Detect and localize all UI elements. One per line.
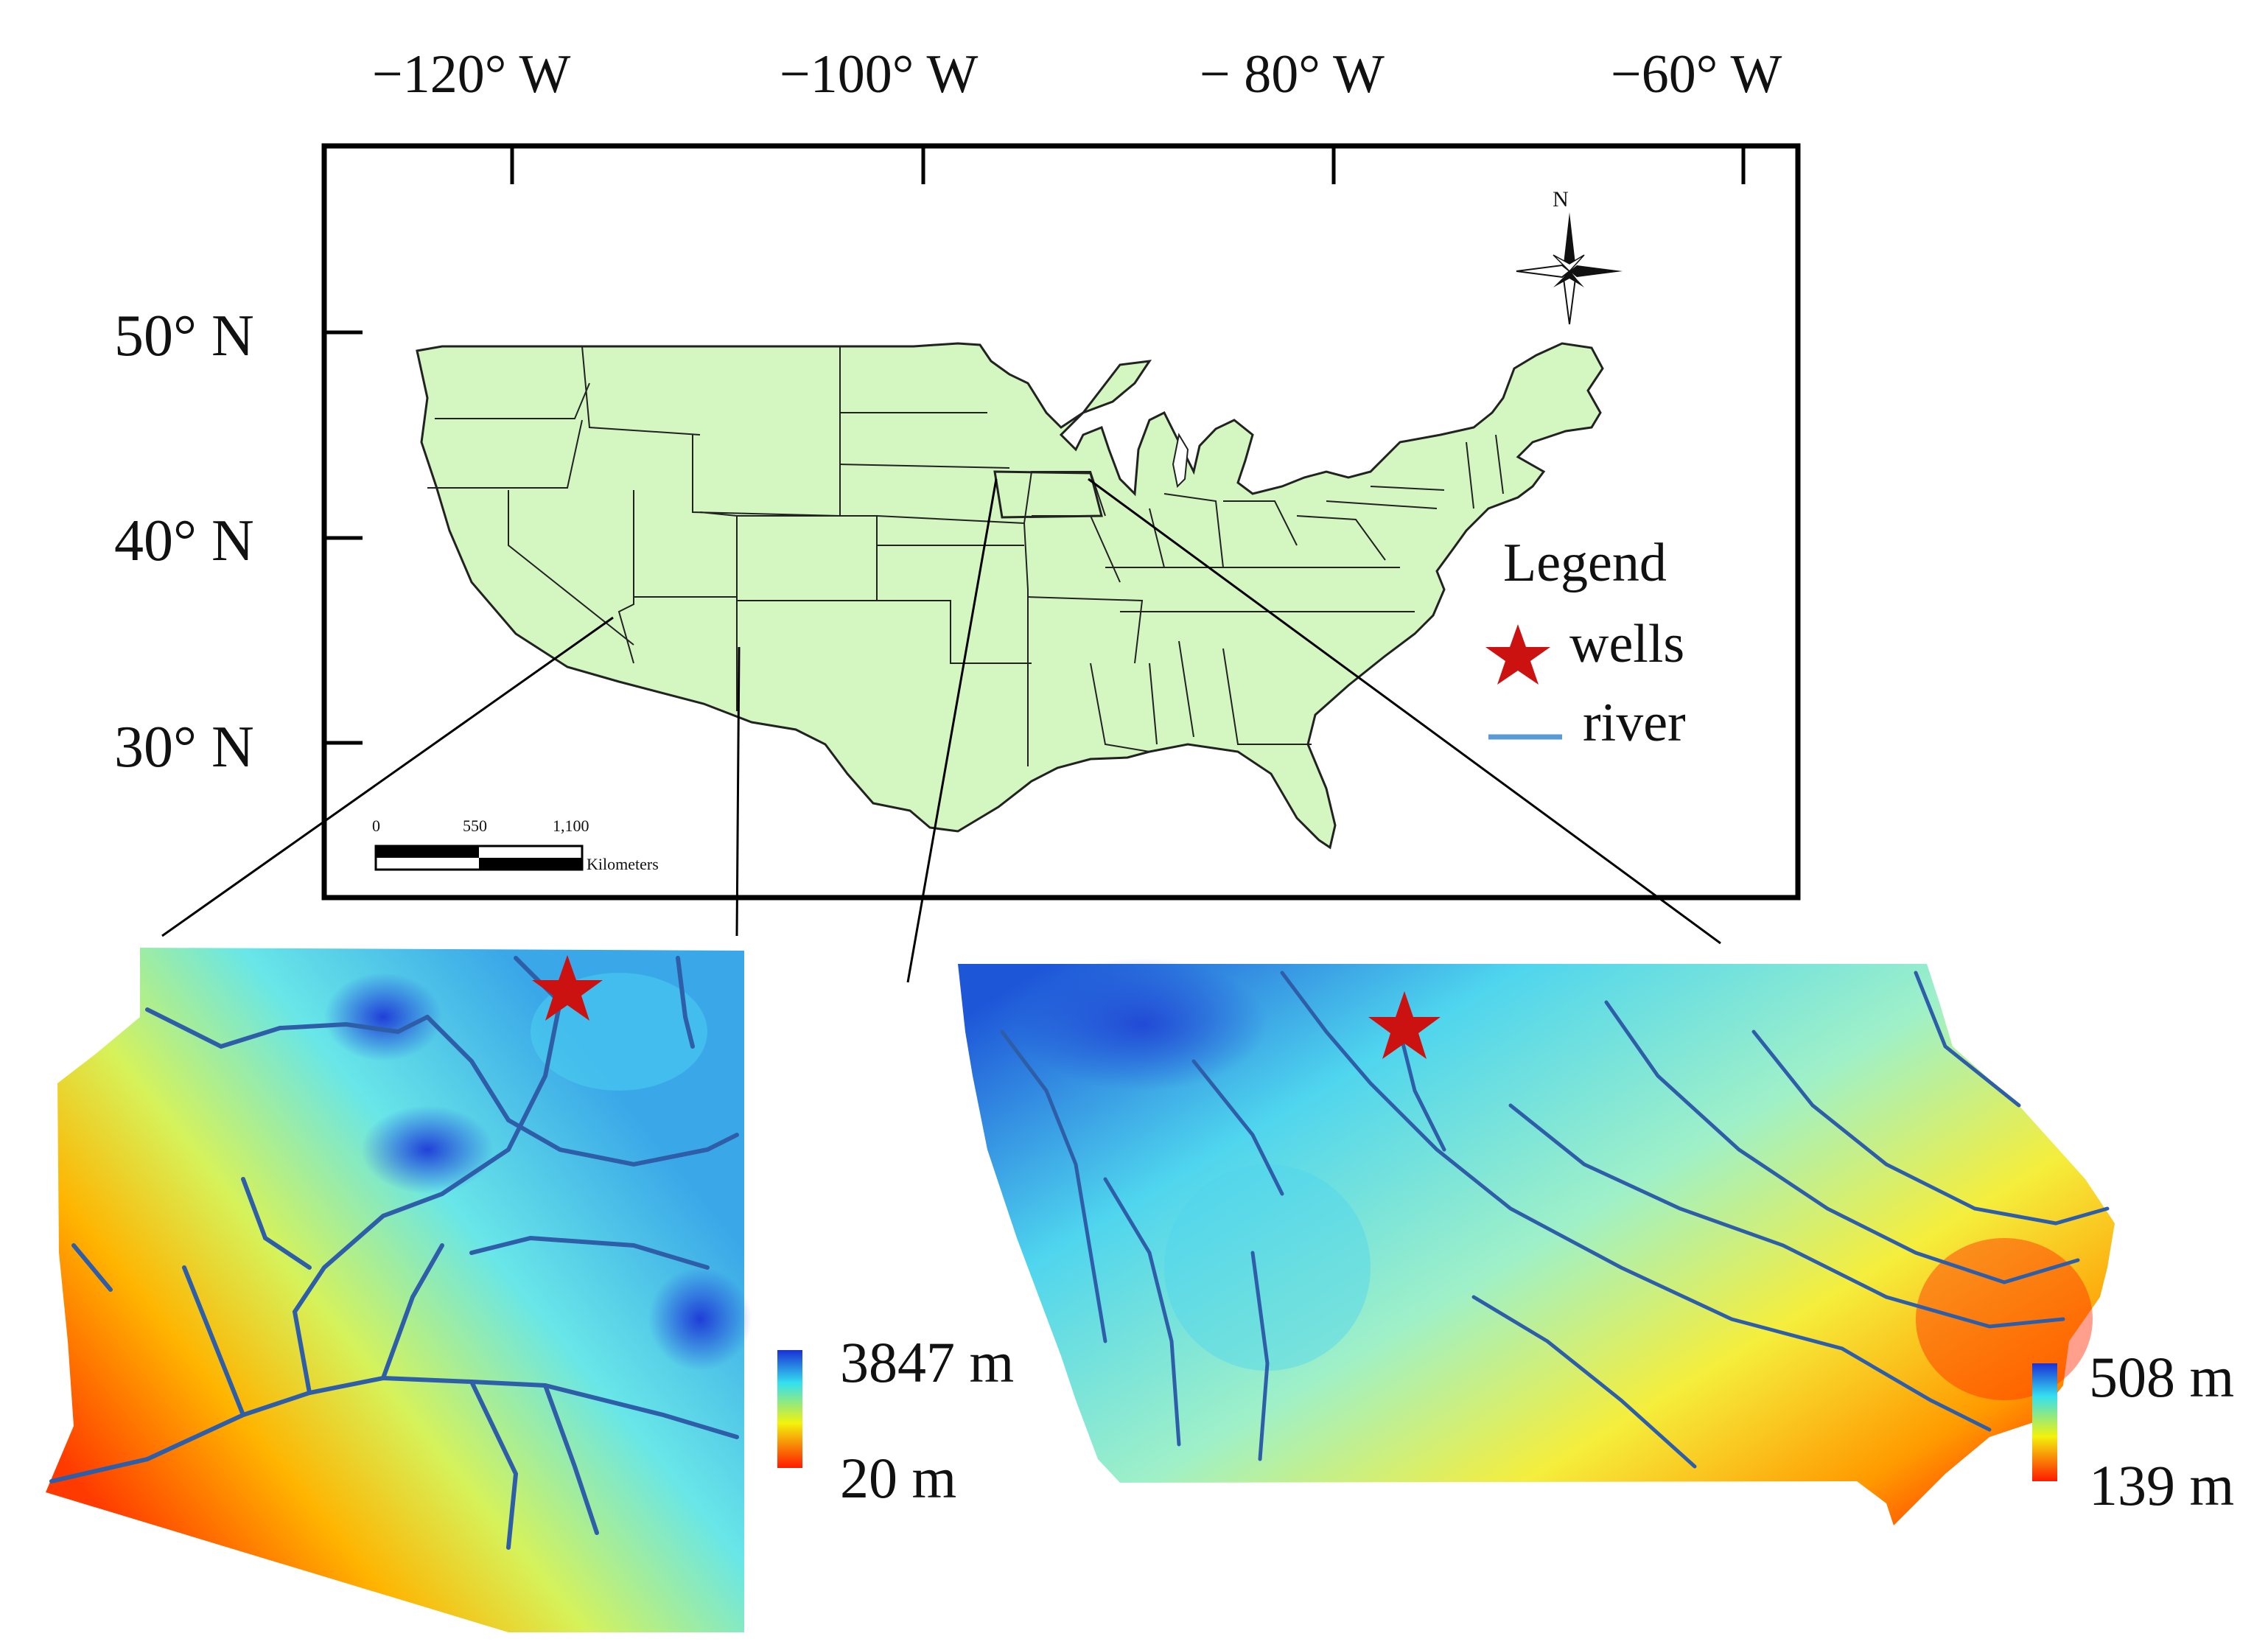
legend: Legend wells river bbox=[1485, 533, 1686, 753]
inset-connector-lines bbox=[161, 478, 1721, 983]
legend-title: Legend bbox=[1503, 533, 1667, 593]
lon-label-100w: −100° W bbox=[780, 44, 978, 105]
lon-label-120w: −120° W bbox=[372, 44, 570, 105]
scale-tick-1100: 1,100 bbox=[553, 817, 589, 835]
arizona-colorbar-max: 3847 m bbox=[840, 1330, 1014, 1394]
north-label: N bbox=[1553, 187, 1569, 212]
arizona-well-star-icon bbox=[532, 955, 603, 1021]
lat-label-40n: 40° N bbox=[114, 508, 254, 573]
iowa-colorbar: 508 m 139 m bbox=[2032, 1345, 2234, 1517]
iowa-elevation-raster bbox=[958, 964, 2115, 1525]
arizona-colorbar: 3847 m 20 m bbox=[777, 1330, 1014, 1510]
longitude-labels: −120° W −100° W − 80° W −60° W bbox=[372, 44, 1782, 105]
contiguous-us-map bbox=[416, 342, 1604, 850]
iowa-well-star-icon bbox=[1368, 991, 1441, 1059]
iowa-rivers bbox=[1000, 971, 2110, 1469]
arizona-elevation-raster bbox=[46, 948, 744, 1632]
scale-bar: 0 550 1,100 Kilometers bbox=[372, 817, 659, 873]
scale-tick-550: 550 bbox=[463, 817, 487, 835]
iowa-colorbar-min: 139 m bbox=[2089, 1453, 2234, 1517]
arizona-colorbar-min: 20 m bbox=[840, 1446, 956, 1510]
iowa-colorbar-max: 508 m bbox=[2089, 1345, 2234, 1409]
lat-label-50n: 50° N bbox=[114, 304, 254, 368]
north-arrow-icon: N bbox=[1516, 187, 1623, 325]
inset-arizona-dem bbox=[46, 948, 752, 1632]
inset-iowa-dem bbox=[958, 958, 2115, 1525]
legend-star-icon bbox=[1485, 624, 1550, 685]
scale-tick-0: 0 bbox=[372, 817, 380, 835]
latitude-labels: 50° N 40° N 30° N bbox=[114, 304, 254, 780]
us-land bbox=[416, 342, 1604, 850]
scale-unit: Kilometers bbox=[587, 855, 659, 873]
lat-label-30n: 30° N bbox=[114, 715, 254, 780]
legend-river-label: river bbox=[1583, 693, 1686, 753]
state-borders bbox=[427, 346, 1504, 766]
lon-label-80w: − 80° W bbox=[1200, 44, 1385, 105]
arizona-rivers bbox=[49, 956, 739, 1550]
legend-wells-label: wells bbox=[1569, 614, 1684, 674]
lon-label-60w: −60° W bbox=[1611, 44, 1782, 105]
